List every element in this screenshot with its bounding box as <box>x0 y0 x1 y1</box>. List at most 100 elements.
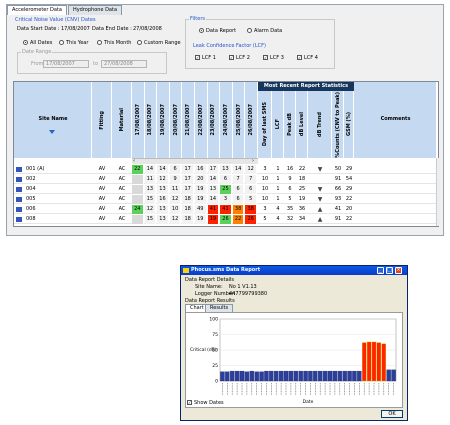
header-material[interactable]: Material <box>112 82 132 158</box>
logger-label: Logger Number: <box>195 291 236 297</box>
counts-cell: 91 <box>334 216 342 222</box>
table-row[interactable]: 001 (A) AV AC 22 14 14 6 17 16 17 13 14 12 3 1 16 22 ▼ 50 2… <box>14 165 437 174</box>
lcf-title: Leak Confidence Factor (LCF) <box>193 43 266 49</box>
radio-this-month[interactable]: This Month <box>97 40 131 46</box>
radio-custom-range[interactable]: Custom Range <box>137 40 181 46</box>
trend-up-icon: ▲ <box>317 216 323 223</box>
bar <box>332 370 338 382</box>
tab-hydrophone[interactable]: Hydrophone Data <box>67 5 123 15</box>
header-stat[interactable]: GSM (%) <box>344 91 354 158</box>
radio-label: Alarm Data <box>254 28 283 34</box>
ok-button[interactable]: OK <box>381 410 403 418</box>
cnv-value-cell: 16 <box>195 165 207 174</box>
x-axis-label: Date <box>303 399 314 405</box>
header-label: 20/08/2007 <box>172 104 179 136</box>
cnv-value-cell: 17 <box>182 165 194 174</box>
header-stat[interactable]: dB Level <box>296 91 308 158</box>
bar <box>327 370 333 382</box>
header-label: dB Level <box>298 112 305 137</box>
table-row[interactable]: 002 AV AC 11 12 9 17 20 14 6 7 7 10 1 9 18 91 54 <box>14 175 437 184</box>
radio-data-report[interactable]: Data Report <box>199 28 236 34</box>
to-date-input[interactable]: 27/08/2008 <box>101 60 147 68</box>
from-date-input[interactable]: 17/08/2007 <box>43 60 89 68</box>
close-icon[interactable]: × <box>395 267 402 274</box>
checkmark-icon: ✓ <box>187 400 192 405</box>
site-label: Site Name: <box>195 284 223 290</box>
radio-this-year[interactable]: This Year <box>59 40 88 46</box>
chart-icon[interactable] <box>16 197 22 202</box>
chart-icon[interactable] <box>16 207 22 212</box>
material-cell: AC <box>118 206 126 212</box>
header-date[interactable]: 22/08/2007 <box>195 82 208 158</box>
header-fitting[interactable]: Fitting <box>92 82 112 158</box>
header-stat[interactable]: LCF <box>272 91 284 158</box>
material-cell: AC <box>118 176 126 182</box>
chart-icon[interactable] <box>16 177 22 182</box>
bar <box>264 370 269 382</box>
cnv-value-cell: 13 <box>144 185 157 194</box>
checkbox-label: LCF 4 <box>304 55 318 61</box>
table-row[interactable]: 006 AV AC 24 12 13 10 18 49 41 41 38 38 3 4 35 36 ▲ 41 20 <box>14 205 437 214</box>
checkbox-lcf3[interactable]: ✓ LCF 3 <box>263 55 284 61</box>
checkbox-lcf4[interactable]: ✓ LCF 4 <box>297 55 318 61</box>
bar <box>318 370 323 382</box>
chart-icon[interactable] <box>16 187 22 192</box>
checkmark-icon: ✓ <box>195 55 200 60</box>
peak-db-cell: 32 <box>286 216 294 222</box>
bar <box>362 342 367 382</box>
header-date[interactable]: 19/08/2007 <box>157 82 170 158</box>
chart-icon[interactable] <box>16 217 22 222</box>
header-date[interactable]: 21/08/2007 <box>182 82 195 158</box>
table-row[interactable]: 005 AV AC 15 16 12 18 19 14 3 6 5 10 1 5 19 ▼ 93 22 <box>14 195 437 204</box>
date-range-label: Date Range <box>21 49 53 55</box>
header-date[interactable]: 24/08/2007 <box>220 82 233 158</box>
bar <box>293 370 298 382</box>
checkbox-lcf1[interactable]: ✓ LCF 1 <box>195 55 216 61</box>
app-icon <box>183 268 189 273</box>
cnv-value-cell: 13 <box>207 185 220 194</box>
cnv-value-cell: 10 <box>169 205 182 214</box>
radio-label: All Dates <box>30 40 53 46</box>
bar <box>352 370 357 382</box>
checkbox-lcf2[interactable]: ✓ LCF 2 <box>229 55 250 61</box>
details-title: Data Report Details <box>185 277 235 283</box>
header-stat[interactable]: dB Trend <box>308 91 332 158</box>
date-hscrollbar[interactable]: ‹ › <box>132 158 258 164</box>
table-row[interactable]: 004 AV AC 13 13 11 17 19 13 25 6 6 10 1 6 25 ▼ 66 29 <box>14 185 437 194</box>
cnv-value-cell: 14 <box>157 165 169 174</box>
radio-alarm-data[interactable]: Alarm Data <box>247 28 282 34</box>
cnv-value-cell: 13 <box>220 165 232 174</box>
db-level-cell: 36 <box>298 206 306 212</box>
scroll-left-icon[interactable]: ‹ <box>133 158 135 164</box>
cnv-value-cell: 14 <box>207 175 220 184</box>
chart-icon[interactable] <box>16 167 22 172</box>
header-date[interactable]: 23/08/2007 <box>207 82 221 158</box>
header-date[interactable]: 25/08/2007 <box>232 82 246 158</box>
cnv-value-cell: 12 <box>144 205 157 214</box>
end-date-label: Data End Date : <box>92 26 132 32</box>
grid-vscrollbar[interactable] <box>436 158 440 226</box>
cnv-value-cell: 7 <box>245 175 257 184</box>
header-date[interactable]: 26/08/2007 <box>245 82 258 158</box>
scroll-right-icon[interactable]: › <box>252 158 254 164</box>
minimize-icon[interactable]: _ <box>377 267 384 274</box>
header-comments[interactable]: Comments <box>354 82 437 158</box>
radio-all-dates[interactable]: All Dates <box>23 40 52 46</box>
gsm-cell: 54 <box>345 176 353 182</box>
table-row[interactable]: 008 AV AC 15 13 12 18 19 19 26 22 26 5 4 32 34 ▲ 91 22 <box>14 215 437 224</box>
header-stat[interactable]: %Counts (CNV to Peak) <box>332 91 344 158</box>
header-date[interactable]: 18/08/2007 <box>144 82 158 158</box>
cnv-value-cell: 15 <box>144 195 157 204</box>
header-stat[interactable]: Peak dB <box>284 91 296 158</box>
radio-label: This Month <box>104 40 132 46</box>
header-site-name[interactable]: Site Name <box>14 82 92 158</box>
show-dates-checkbox[interactable]: ✓ Show Dates <box>187 400 224 406</box>
checkmark-icon: ✓ <box>297 55 302 60</box>
tab-results[interactable]: Results <box>205 304 234 312</box>
maximize-icon[interactable]: □ <box>386 267 393 274</box>
bar <box>376 342 382 382</box>
header-stat[interactable]: Day of last SMS <box>258 91 272 158</box>
tab-accelerometer[interactable]: Accelerometer Data <box>7 5 67 15</box>
header-date[interactable]: 17/08/2007 <box>132 82 145 158</box>
header-date[interactable]: 20/08/2007 <box>169 82 183 158</box>
